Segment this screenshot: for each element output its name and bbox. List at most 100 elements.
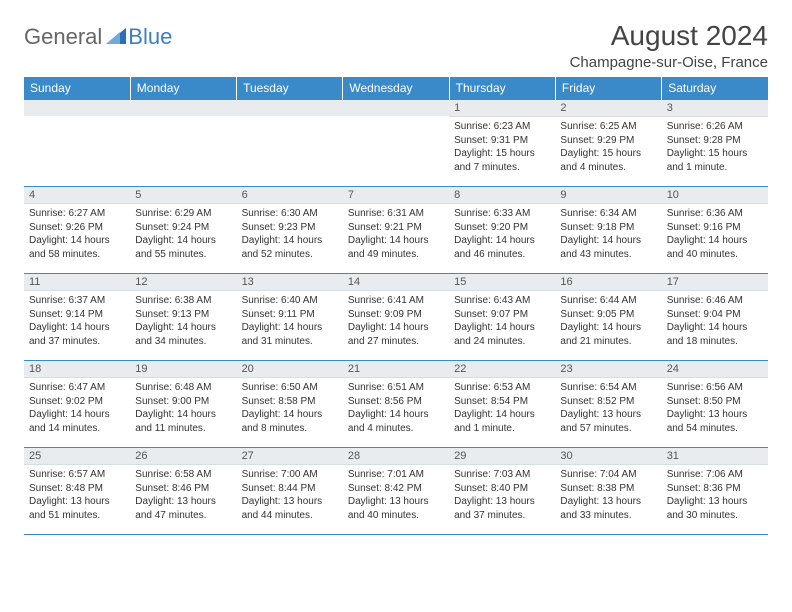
day-details: Sunrise: 7:03 AMSunset: 8:40 PMDaylight:…	[449, 465, 555, 526]
daylight-line: Daylight: 14 hours and 14 minutes.	[29, 408, 125, 435]
day-details: Sunrise: 6:58 AMSunset: 8:46 PMDaylight:…	[130, 465, 236, 526]
sunset-line: Sunset: 9:00 PM	[135, 395, 231, 409]
day-details: Sunrise: 6:25 AMSunset: 9:29 PMDaylight:…	[555, 117, 661, 178]
daylight-line: Daylight: 13 hours and 51 minutes.	[29, 495, 125, 522]
day-details: Sunrise: 7:00 AMSunset: 8:44 PMDaylight:…	[237, 465, 343, 526]
sunrise-line: Sunrise: 6:27 AM	[29, 207, 125, 221]
sunset-line: Sunset: 8:50 PM	[667, 395, 763, 409]
sunset-line: Sunset: 9:11 PM	[242, 308, 338, 322]
sunset-line: Sunset: 8:44 PM	[242, 482, 338, 496]
day-number: 2	[555, 100, 661, 117]
day-number: 14	[343, 274, 449, 291]
sunrise-line: Sunrise: 6:23 AM	[454, 120, 550, 134]
sunset-line: Sunset: 9:26 PM	[29, 221, 125, 235]
daylight-line: Daylight: 13 hours and 30 minutes.	[667, 495, 763, 522]
sunset-line: Sunset: 9:28 PM	[667, 134, 763, 148]
calendar-cell: 28Sunrise: 7:01 AMSunset: 8:42 PMDayligh…	[343, 448, 449, 535]
daylight-line: Daylight: 14 hours and 18 minutes.	[667, 321, 763, 348]
day-details: Sunrise: 6:56 AMSunset: 8:50 PMDaylight:…	[662, 378, 768, 439]
day-details: Sunrise: 6:38 AMSunset: 9:13 PMDaylight:…	[130, 291, 236, 352]
daylight-line: Daylight: 14 hours and 49 minutes.	[348, 234, 444, 261]
calendar-cell: 8Sunrise: 6:33 AMSunset: 9:20 PMDaylight…	[449, 187, 555, 274]
sunset-line: Sunset: 9:29 PM	[560, 134, 656, 148]
sunrise-line: Sunrise: 7:00 AM	[242, 468, 338, 482]
sunset-line: Sunset: 9:05 PM	[560, 308, 656, 322]
calendar-cell: 3Sunrise: 6:26 AMSunset: 9:28 PMDaylight…	[662, 100, 768, 187]
calendar-cell: 31Sunrise: 7:06 AMSunset: 8:36 PMDayligh…	[662, 448, 768, 535]
day-number: 29	[449, 448, 555, 465]
day-number: 7	[343, 187, 449, 204]
calendar-cell: 13Sunrise: 6:40 AMSunset: 9:11 PMDayligh…	[237, 274, 343, 361]
calendar-cell	[343, 100, 449, 187]
daylight-line: Daylight: 15 hours and 4 minutes.	[560, 147, 656, 174]
calendar-cell: 19Sunrise: 6:48 AMSunset: 9:00 PMDayligh…	[130, 361, 236, 448]
weekday-header: Friday	[555, 77, 661, 100]
month-title: August 2024	[570, 20, 768, 52]
sunrise-line: Sunrise: 6:48 AM	[135, 381, 231, 395]
day-number: 8	[449, 187, 555, 204]
daylight-line: Daylight: 14 hours and 4 minutes.	[348, 408, 444, 435]
sunrise-line: Sunrise: 6:37 AM	[29, 294, 125, 308]
calendar-cell: 23Sunrise: 6:54 AMSunset: 8:52 PMDayligh…	[555, 361, 661, 448]
sunset-line: Sunset: 9:20 PM	[454, 221, 550, 235]
calendar-cell: 4Sunrise: 6:27 AMSunset: 9:26 PMDaylight…	[24, 187, 130, 274]
sunrise-line: Sunrise: 6:30 AM	[242, 207, 338, 221]
sunset-line: Sunset: 8:54 PM	[454, 395, 550, 409]
calendar-cell: 6Sunrise: 6:30 AMSunset: 9:23 PMDaylight…	[237, 187, 343, 274]
daylight-line: Daylight: 14 hours and 52 minutes.	[242, 234, 338, 261]
sunset-line: Sunset: 9:16 PM	[667, 221, 763, 235]
daylight-line: Daylight: 14 hours and 40 minutes.	[667, 234, 763, 261]
day-number: 11	[24, 274, 130, 291]
day-number: 31	[662, 448, 768, 465]
sunset-line: Sunset: 9:14 PM	[29, 308, 125, 322]
empty-day-header	[343, 100, 449, 116]
sunrise-line: Sunrise: 7:06 AM	[667, 468, 763, 482]
daylight-line: Daylight: 14 hours and 21 minutes.	[560, 321, 656, 348]
day-number: 16	[555, 274, 661, 291]
calendar-cell: 5Sunrise: 6:29 AMSunset: 9:24 PMDaylight…	[130, 187, 236, 274]
day-number: 22	[449, 361, 555, 378]
day-details: Sunrise: 6:53 AMSunset: 8:54 PMDaylight:…	[449, 378, 555, 439]
sunrise-line: Sunrise: 6:53 AM	[454, 381, 550, 395]
day-details: Sunrise: 6:41 AMSunset: 9:09 PMDaylight:…	[343, 291, 449, 352]
calendar-cell: 20Sunrise: 6:50 AMSunset: 8:58 PMDayligh…	[237, 361, 343, 448]
empty-day-header	[24, 100, 130, 116]
sunrise-line: Sunrise: 6:44 AM	[560, 294, 656, 308]
day-details: Sunrise: 6:37 AMSunset: 9:14 PMDaylight:…	[24, 291, 130, 352]
sunrise-line: Sunrise: 6:43 AM	[454, 294, 550, 308]
sunrise-line: Sunrise: 6:56 AM	[667, 381, 763, 395]
sunset-line: Sunset: 9:23 PM	[242, 221, 338, 235]
sunset-line: Sunset: 8:46 PM	[135, 482, 231, 496]
day-details: Sunrise: 6:46 AMSunset: 9:04 PMDaylight:…	[662, 291, 768, 352]
day-details: Sunrise: 6:33 AMSunset: 9:20 PMDaylight:…	[449, 204, 555, 265]
day-details: Sunrise: 6:44 AMSunset: 9:05 PMDaylight:…	[555, 291, 661, 352]
day-number: 13	[237, 274, 343, 291]
sunrise-line: Sunrise: 6:50 AM	[242, 381, 338, 395]
calendar-cell: 14Sunrise: 6:41 AMSunset: 9:09 PMDayligh…	[343, 274, 449, 361]
daylight-line: Daylight: 14 hours and 37 minutes.	[29, 321, 125, 348]
weekday-header: Tuesday	[237, 77, 343, 100]
calendar-cell: 11Sunrise: 6:37 AMSunset: 9:14 PMDayligh…	[24, 274, 130, 361]
calendar-cell: 10Sunrise: 6:36 AMSunset: 9:16 PMDayligh…	[662, 187, 768, 274]
day-details: Sunrise: 7:06 AMSunset: 8:36 PMDaylight:…	[662, 465, 768, 526]
calendar-cell: 27Sunrise: 7:00 AMSunset: 8:44 PMDayligh…	[237, 448, 343, 535]
day-number: 25	[24, 448, 130, 465]
day-details: Sunrise: 6:29 AMSunset: 9:24 PMDaylight:…	[130, 204, 236, 265]
weekday-header: Saturday	[662, 77, 768, 100]
calendar-cell: 9Sunrise: 6:34 AMSunset: 9:18 PMDaylight…	[555, 187, 661, 274]
sunset-line: Sunset: 8:40 PM	[454, 482, 550, 496]
brand-part2: Blue	[128, 24, 172, 50]
sunset-line: Sunset: 9:02 PM	[29, 395, 125, 409]
day-details: Sunrise: 6:30 AMSunset: 9:23 PMDaylight:…	[237, 204, 343, 265]
sunrise-line: Sunrise: 6:26 AM	[667, 120, 763, 134]
day-details: Sunrise: 6:26 AMSunset: 9:28 PMDaylight:…	[662, 117, 768, 178]
sunset-line: Sunset: 9:04 PM	[667, 308, 763, 322]
sunset-line: Sunset: 8:48 PM	[29, 482, 125, 496]
sunset-line: Sunset: 9:24 PM	[135, 221, 231, 235]
calendar-cell	[130, 100, 236, 187]
daylight-line: Daylight: 14 hours and 1 minute.	[454, 408, 550, 435]
sunrise-line: Sunrise: 6:58 AM	[135, 468, 231, 482]
daylight-line: Daylight: 14 hours and 43 minutes.	[560, 234, 656, 261]
sunrise-line: Sunrise: 6:36 AM	[667, 207, 763, 221]
calendar-cell: 25Sunrise: 6:57 AMSunset: 8:48 PMDayligh…	[24, 448, 130, 535]
